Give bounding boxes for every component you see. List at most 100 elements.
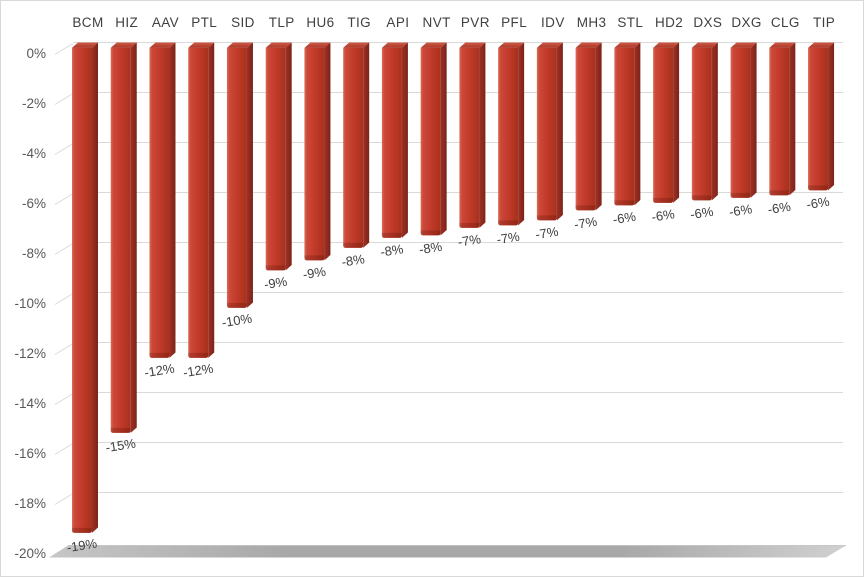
bar-bottom-shade bbox=[265, 265, 286, 271]
data-label-NVT: -8% bbox=[418, 239, 444, 258]
bar-top-face bbox=[381, 42, 408, 48]
data-label-PVR: -7% bbox=[457, 231, 483, 250]
category-label-HU6: HU6 bbox=[306, 15, 334, 30]
bar-front-face bbox=[769, 47, 790, 196]
bar-bottom-shade bbox=[226, 302, 247, 308]
y-axis-tick-label: -10% bbox=[14, 296, 46, 311]
chart-floor bbox=[49, 545, 846, 558]
bar-side-face bbox=[750, 42, 757, 198]
bar-bottom-shade bbox=[614, 200, 635, 206]
category-label-AAV: AAV bbox=[152, 15, 179, 30]
bar-top-face bbox=[304, 42, 331, 48]
bar-side-face bbox=[440, 42, 447, 236]
gridline-tick-connector bbox=[54, 143, 74, 155]
bar-front-face bbox=[575, 47, 596, 211]
data-label-PFL: -7% bbox=[495, 229, 521, 248]
bar-bottom-shade bbox=[653, 197, 674, 203]
data-label-BCM: -19% bbox=[66, 536, 99, 556]
category-label-DXS: DXS bbox=[693, 15, 722, 30]
gridline-tick-connector bbox=[54, 293, 74, 305]
data-label-HU6: -9% bbox=[302, 264, 328, 283]
bars bbox=[72, 42, 835, 533]
data-label-DXG: -6% bbox=[728, 201, 754, 220]
bar-side-face bbox=[518, 42, 525, 226]
data-label-DXS: -6% bbox=[689, 204, 715, 223]
bar-HD2[interactable] bbox=[653, 42, 680, 203]
data-label-HD2: -6% bbox=[650, 206, 676, 225]
bar-bottom-shade bbox=[691, 195, 712, 201]
bar-SID[interactable] bbox=[226, 42, 253, 308]
bar-STL[interactable] bbox=[614, 42, 641, 206]
bar-front-face bbox=[149, 47, 170, 358]
gridline-tick-connector bbox=[54, 393, 74, 405]
bar-top-face bbox=[72, 42, 98, 48]
bar-TIG[interactable] bbox=[343, 42, 370, 248]
bar-BCM[interactable] bbox=[72, 42, 98, 533]
gridline-tick-connector bbox=[54, 343, 74, 355]
bar-front-face bbox=[110, 47, 131, 433]
bar-top-face bbox=[149, 42, 176, 48]
bar-NVT[interactable] bbox=[420, 42, 447, 236]
bar-IDV[interactable] bbox=[536, 42, 563, 221]
bar-side-face bbox=[673, 42, 680, 203]
bar-front-face bbox=[808, 47, 829, 191]
bar-bottom-shade bbox=[110, 427, 131, 433]
bar-HIZ[interactable] bbox=[110, 42, 137, 433]
bar-PFL[interactable] bbox=[498, 42, 525, 226]
bar-AAV[interactable] bbox=[149, 42, 176, 358]
bar-CLG[interactable] bbox=[769, 42, 796, 196]
bar-DXG[interactable] bbox=[730, 42, 757, 198]
bar-bottom-shade bbox=[769, 190, 790, 196]
data-label-HIZ: -15% bbox=[104, 436, 137, 456]
bar-top-face bbox=[575, 42, 602, 48]
bar-top-face bbox=[420, 42, 447, 48]
bar-side-face bbox=[92, 42, 98, 533]
data-labels: -19% -15% -12% -12% -10% -9% -9% -8% -8% -8% -7% -7… bbox=[66, 194, 831, 556]
category-label-MH3: MH3 bbox=[577, 15, 607, 30]
bar-MH3[interactable] bbox=[575, 42, 602, 211]
bar-top-face bbox=[808, 42, 835, 48]
category-label-HIZ: HIZ bbox=[115, 15, 138, 30]
bar-side-face bbox=[479, 42, 486, 228]
data-label-IDV: -7% bbox=[534, 224, 560, 243]
bar-API[interactable] bbox=[381, 42, 408, 238]
bar-top-face bbox=[730, 42, 757, 48]
bar-front-face bbox=[730, 47, 751, 198]
bar-bottom-shade bbox=[459, 222, 480, 228]
bar-bottom-shade bbox=[498, 220, 519, 226]
bar-top-face bbox=[265, 42, 292, 48]
bar-bottom-shade bbox=[730, 192, 751, 198]
category-label-API: API bbox=[386, 15, 409, 30]
data-label-TIP: -6% bbox=[805, 194, 831, 213]
y-axis-tick-label: -2% bbox=[22, 96, 46, 111]
gridline-tick-connector bbox=[54, 493, 74, 505]
bar-PVR[interactable] bbox=[459, 42, 486, 228]
gridline-tick-connector bbox=[54, 443, 74, 455]
bar-side-face bbox=[401, 42, 408, 238]
bar-PTL[interactable] bbox=[188, 42, 215, 358]
bar-top-face bbox=[343, 42, 370, 48]
data-label-TIG: -8% bbox=[341, 251, 367, 270]
bar-bottom-shade bbox=[536, 215, 557, 221]
bar-DXS[interactable] bbox=[691, 42, 718, 201]
gridline-tick-connector bbox=[54, 193, 74, 205]
category-label-TIP: TIP bbox=[813, 15, 835, 30]
category-label-BCM: BCM bbox=[72, 15, 103, 30]
bar-HU6[interactable] bbox=[304, 42, 331, 261]
bar-top-face bbox=[691, 42, 718, 48]
bar-front-face bbox=[381, 47, 402, 238]
data-label-SID: -10% bbox=[221, 311, 254, 331]
bar-TIP[interactable] bbox=[808, 42, 835, 191]
y-axis-tick-label: -16% bbox=[14, 446, 46, 461]
bar-front-face bbox=[691, 47, 712, 201]
bar-bottom-shade bbox=[420, 230, 441, 236]
y-axis-tick-label: -20% bbox=[14, 546, 46, 561]
bar-TLP[interactable] bbox=[265, 42, 292, 271]
bar-bottom-shade bbox=[304, 255, 325, 261]
bar-side-face bbox=[789, 42, 796, 196]
bar-top-face bbox=[459, 42, 486, 48]
category-label-PTL: PTL bbox=[191, 15, 217, 30]
bar-side-face bbox=[595, 42, 602, 211]
